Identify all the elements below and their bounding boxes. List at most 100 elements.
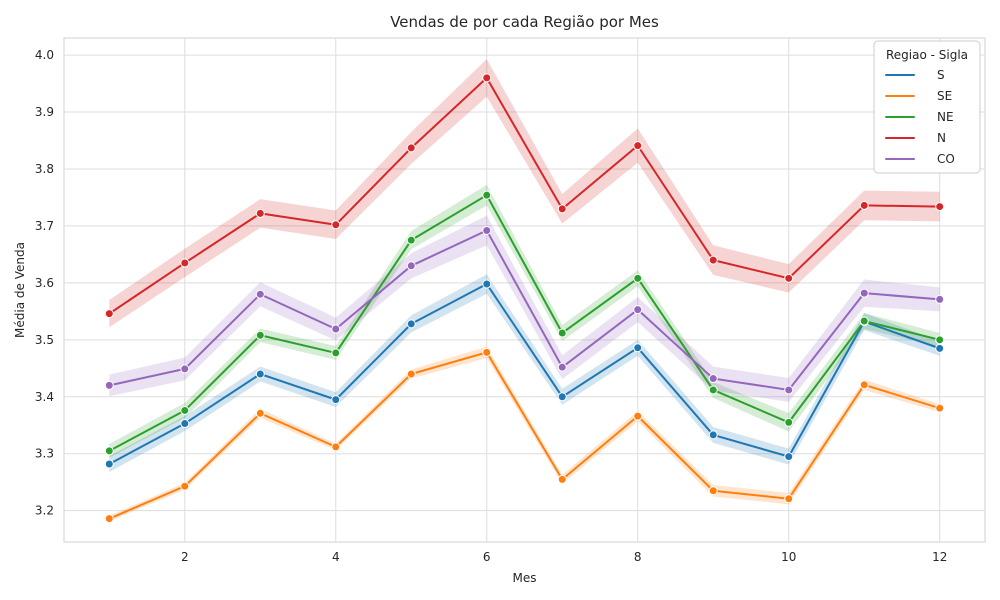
data-point-co-5 xyxy=(406,261,416,271)
legend: Regiao - Sigla S SE NE N CO xyxy=(873,40,981,174)
data-point-co-9 xyxy=(708,374,718,384)
data-point-se-12 xyxy=(935,403,945,413)
chart-title: Vendas de por cada Região por Mes xyxy=(390,13,659,31)
data-point-se-7 xyxy=(557,474,567,484)
data-point-se-8 xyxy=(633,411,643,421)
data-point-se-1 xyxy=(104,514,114,524)
y-tick-label-4-0: 4.0 xyxy=(35,48,54,62)
x-tick-label-8: 8 xyxy=(634,550,642,564)
data-point-n-9 xyxy=(708,255,718,265)
y-axis-label: Média de Venda xyxy=(13,242,27,338)
data-point-s-3 xyxy=(255,369,265,379)
data-point-se-5 xyxy=(406,369,416,379)
x-tick-label-12: 12 xyxy=(932,550,947,564)
legend-label-se: SE xyxy=(937,89,952,103)
data-point-se-6 xyxy=(482,347,492,357)
legend-label-ne: NE xyxy=(937,110,954,124)
y-tick-label-3-7: 3.7 xyxy=(35,219,54,233)
data-point-ne-6 xyxy=(482,190,492,200)
data-point-n-6 xyxy=(482,73,492,83)
series-lines xyxy=(108,76,941,520)
data-point-se-4 xyxy=(331,442,341,452)
legend-label-n: N xyxy=(937,131,946,145)
data-point-ne-2 xyxy=(180,405,190,415)
data-point-ne-12 xyxy=(935,335,945,345)
data-point-n-5 xyxy=(406,143,416,153)
x-tick-label-4: 4 xyxy=(332,550,340,564)
y-tick-label-3-8: 3.8 xyxy=(35,162,54,176)
chart-text: Vendas de por cada Região por Mes Mes Mé… xyxy=(13,13,659,585)
confidence-bands xyxy=(109,59,940,522)
data-point-n-3 xyxy=(255,208,265,218)
data-point-s-4 xyxy=(331,395,341,405)
y-tick-label-3-5: 3.5 xyxy=(35,333,54,347)
data-point-se-9 xyxy=(708,486,718,496)
data-point-n-10 xyxy=(784,273,794,283)
data-point-ne-4 xyxy=(331,348,341,358)
data-point-s-1 xyxy=(104,459,114,469)
data-point-co-8 xyxy=(633,305,643,315)
data-point-co-1 xyxy=(104,380,114,390)
data-point-n-4 xyxy=(331,220,341,230)
y-tick-label-3-9: 3.9 xyxy=(35,105,54,119)
data-point-se-10 xyxy=(784,494,794,504)
axes: 2 4 6 8 10 12 3.2 3.3 3.4 3.5 3.6 3.7 3.8 3.9 4.0 xyxy=(35,48,947,564)
data-point-s-8 xyxy=(633,343,643,353)
y-tick-label-3-3: 3.3 xyxy=(35,447,54,461)
y-tick-label-3-6: 3.6 xyxy=(35,276,54,290)
data-point-co-3 xyxy=(255,289,265,299)
x-tick-label-10: 10 xyxy=(781,550,796,564)
data-markers xyxy=(104,73,945,524)
data-point-co-4 xyxy=(331,324,341,334)
y-tick-label-3-2: 3.2 xyxy=(35,504,54,518)
data-point-ne-7 xyxy=(557,328,567,338)
data-point-se-11 xyxy=(859,380,869,390)
series-line-se xyxy=(108,351,941,520)
data-point-n-1 xyxy=(104,309,114,319)
data-point-co-12 xyxy=(935,294,945,304)
data-point-co-2 xyxy=(180,364,190,374)
data-point-se-3 xyxy=(255,408,265,418)
data-point-se-2 xyxy=(180,481,190,491)
series-line-ne xyxy=(108,194,941,452)
legend-items: S SE NE N CO xyxy=(885,68,955,166)
x-tick-label-6: 6 xyxy=(483,550,491,564)
series-line-co xyxy=(108,229,941,391)
data-point-ne-5 xyxy=(406,235,416,245)
data-point-n-7 xyxy=(557,204,567,214)
x-axis-label: Mes xyxy=(513,571,537,585)
legend-label-co: CO xyxy=(937,152,955,166)
legend-title: Regiao - Sigla xyxy=(886,48,968,62)
data-point-n-12 xyxy=(935,202,945,212)
data-point-s-6 xyxy=(482,279,492,289)
series-line-s xyxy=(108,283,941,465)
x-tick-label-2: 2 xyxy=(181,550,189,564)
data-point-co-11 xyxy=(859,288,869,298)
data-point-ne-3 xyxy=(255,330,265,340)
data-point-ne-1 xyxy=(104,446,114,456)
data-point-n-8 xyxy=(633,141,643,151)
data-point-ne-11 xyxy=(859,316,869,326)
data-point-n-11 xyxy=(859,200,869,210)
plot-area xyxy=(63,37,986,543)
data-point-co-10 xyxy=(784,385,794,395)
data-point-s-7 xyxy=(557,392,567,402)
data-point-s-12 xyxy=(935,343,945,353)
data-point-s-9 xyxy=(708,430,718,440)
data-point-s-5 xyxy=(406,319,416,329)
ci-band-n xyxy=(109,59,940,328)
data-point-ne-9 xyxy=(708,385,718,395)
ci-band-s xyxy=(109,274,940,472)
data-point-co-7 xyxy=(557,362,567,372)
data-point-n-2 xyxy=(180,258,190,268)
data-point-s-2 xyxy=(180,419,190,429)
data-point-ne-8 xyxy=(633,273,643,283)
data-point-ne-10 xyxy=(784,417,794,427)
ci-band-co xyxy=(109,215,940,402)
data-point-co-6 xyxy=(482,225,492,235)
data-point-s-10 xyxy=(784,452,794,462)
legend-label-s: S xyxy=(937,68,945,82)
series-line-n xyxy=(108,76,941,315)
